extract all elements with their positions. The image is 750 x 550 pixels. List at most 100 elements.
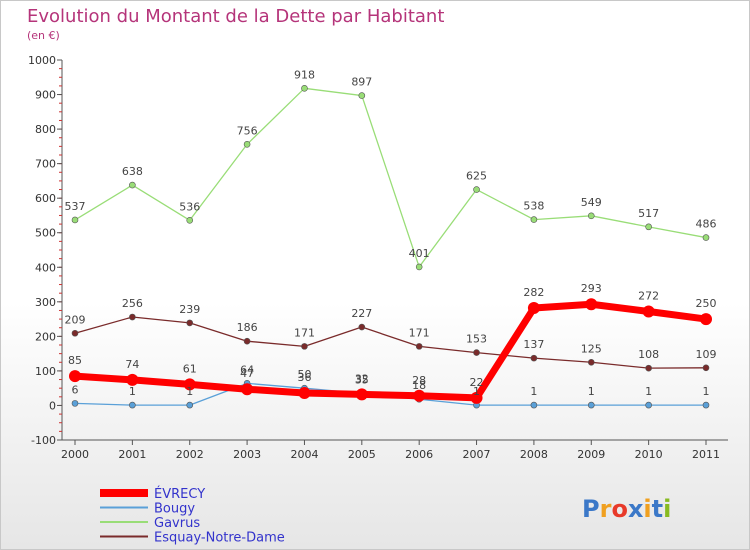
data-label: 486	[696, 218, 717, 231]
x-tick-label: 2000	[61, 448, 89, 461]
logo-letter: P	[582, 495, 600, 523]
data-point	[585, 298, 598, 311]
data-point	[587, 358, 595, 366]
x-tick-label: 2009	[577, 448, 605, 461]
data-label: 32	[355, 372, 369, 385]
data-point	[301, 343, 308, 350]
data-point	[126, 373, 139, 386]
data-label: 209	[65, 313, 86, 326]
y-tick-label: 700	[35, 158, 56, 171]
data-point	[186, 401, 194, 409]
x-tick-label: 2011	[692, 448, 720, 461]
data-label: 35	[355, 373, 369, 386]
x-tick-label: 2007	[463, 448, 491, 461]
data-label: 171	[409, 326, 430, 339]
x-tick-label: 2003	[233, 448, 261, 461]
logo-letter: o	[611, 495, 628, 523]
axes: -100 0 100 200 300 400 500 600 700 800 900 1000 2000…	[28, 54, 728, 461]
y-tick-label: 200	[35, 330, 56, 343]
series-line-gavrus	[74, 87, 707, 268]
data-label: 625	[466, 170, 487, 183]
series-layer	[69, 85, 712, 409]
data-point	[243, 140, 251, 148]
data-label: 85	[68, 354, 82, 367]
y-tick-label: 600	[35, 192, 56, 205]
data-point	[415, 263, 423, 271]
x-tick-label: 2001	[118, 448, 146, 461]
data-point	[129, 181, 136, 189]
data-point	[298, 387, 311, 400]
data-label: 549	[581, 196, 602, 209]
data-point	[71, 216, 79, 224]
data-label: 137	[523, 338, 544, 351]
data-label: 537	[65, 200, 86, 213]
data-point	[69, 370, 81, 383]
data-label: 638	[122, 165, 143, 178]
data-label: 6	[72, 383, 79, 396]
data-point	[243, 337, 251, 345]
data-point	[530, 401, 538, 409]
data-label: 64	[240, 363, 254, 376]
x-tick-label: 2006	[405, 448, 433, 461]
y-tick-label: 100	[35, 365, 56, 378]
logo-letter: x	[628, 495, 644, 523]
data-point	[645, 401, 652, 409]
data-point	[645, 364, 652, 372]
data-label: 186	[237, 321, 258, 334]
data-point	[470, 391, 483, 404]
data-label: 50	[297, 368, 311, 381]
data-label: 256	[122, 297, 143, 310]
data-label: 47	[240, 367, 254, 380]
data-label: 171	[294, 326, 315, 339]
y-tick-label: 400	[35, 261, 56, 274]
data-label: 1	[530, 385, 537, 398]
data-label: 28	[412, 374, 426, 387]
data-point	[415, 343, 423, 350]
y-tick-label: 500	[35, 227, 56, 240]
data-point	[642, 305, 655, 318]
data-label: 282	[523, 286, 544, 299]
data-label: 1	[645, 385, 652, 398]
data-point	[645, 223, 652, 231]
data-label: 293	[581, 282, 602, 295]
logo-letter: i	[643, 495, 651, 523]
data-label: 74	[125, 358, 139, 371]
legend-label: Gavrus	[154, 516, 200, 531]
x-tick-label: 2002	[176, 448, 204, 461]
data-point	[700, 313, 712, 326]
data-label: 227	[351, 307, 372, 320]
data-label: 517	[638, 207, 659, 220]
data-point	[358, 323, 366, 331]
x-tick-label: 2010	[635, 448, 663, 461]
data-point	[702, 234, 710, 241]
data-label: 18	[412, 379, 426, 392]
data-label: 108	[638, 348, 659, 361]
data-point	[473, 186, 480, 193]
data-point	[129, 401, 136, 409]
data-label: 918	[294, 68, 315, 81]
data-label: 1	[588, 385, 595, 398]
data-label: 897	[351, 76, 372, 89]
data-point	[186, 216, 194, 224]
data-point	[587, 401, 595, 409]
y-tick-label: 300	[35, 296, 56, 309]
data-label: 1	[703, 385, 710, 398]
data-point	[530, 354, 538, 362]
legend-label: Bougy	[154, 502, 195, 517]
data-point	[71, 329, 79, 337]
data-label: 1	[129, 385, 136, 398]
y-tick-label: 800	[35, 123, 56, 136]
data-point	[473, 349, 480, 356]
logo-letter: i	[663, 495, 671, 523]
y-tick-label: -100	[31, 434, 56, 447]
y-tick-label: 900	[35, 89, 56, 102]
data-point	[527, 302, 540, 315]
x-tick-label: 2008	[520, 448, 548, 461]
legend-label: ÉVRECY	[154, 486, 205, 502]
x-tick-label: 2005	[348, 448, 376, 461]
logo-letter: t	[652, 495, 663, 523]
